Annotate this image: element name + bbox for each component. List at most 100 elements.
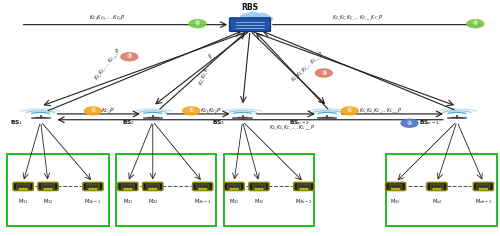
Circle shape [341,107,358,115]
Circle shape [467,20,484,28]
FancyBboxPatch shape [228,184,240,189]
FancyBboxPatch shape [86,184,100,189]
Text: $K_{C_1}K_{C_2}K_{..C_{h-1}}P$: $K_{C_1}K_{C_2}K_{..C_{h-1}}P$ [198,51,218,87]
Bar [386,154,497,226]
Circle shape [261,189,263,190]
FancyBboxPatch shape [294,182,314,190]
FancyBboxPatch shape [13,182,33,190]
Text: RBS: RBS [242,3,258,12]
Circle shape [394,189,396,190]
Circle shape [50,189,52,190]
Circle shape [303,189,305,190]
Circle shape [300,189,302,190]
FancyBboxPatch shape [476,184,490,189]
Circle shape [182,107,200,115]
FancyBboxPatch shape [16,184,30,189]
Circle shape [233,189,235,190]
Text: ①: ① [188,108,194,114]
Text: ③: ③ [321,71,326,76]
Circle shape [47,189,49,190]
Circle shape [130,189,132,190]
FancyBboxPatch shape [230,18,270,31]
FancyBboxPatch shape [121,184,134,189]
Circle shape [482,189,484,190]
Text: BS$_{n-2}$: BS$_{n-2}$ [289,118,310,127]
FancyBboxPatch shape [224,182,244,190]
Circle shape [246,12,260,18]
Bar [116,154,216,226]
Text: $K_{C_2}K_{C_3}...K_{C_n}P$: $K_{C_2}K_{C_3}...K_{C_n}P$ [90,13,126,23]
Circle shape [401,119,418,127]
FancyBboxPatch shape [196,184,209,189]
Circle shape [25,189,27,190]
Text: BS$_3$: BS$_3$ [212,118,225,127]
FancyBboxPatch shape [252,184,266,189]
Circle shape [89,189,91,190]
FancyBboxPatch shape [42,184,54,189]
Circle shape [149,189,151,190]
Text: ②: ② [407,121,412,126]
Text: $K_{C_1}K_{C_2}K_{C_3}..K_{C_{h-2}}P$: $K_{C_1}K_{C_2}K_{C_3}..K_{C_{h-2}}P$ [290,49,327,85]
Circle shape [154,189,156,190]
Circle shape [398,189,400,190]
Circle shape [124,189,126,190]
FancyBboxPatch shape [192,182,212,190]
Circle shape [236,189,238,190]
FancyBboxPatch shape [249,182,269,190]
Text: ④: ④ [195,21,200,26]
Circle shape [262,16,272,21]
Bar [224,154,314,226]
FancyBboxPatch shape [146,184,160,189]
Text: $K_{C_1}K_{C_2}P$: $K_{C_1}K_{C_2}P$ [200,106,222,116]
Text: $K_{C_1}K_{C_2}K_{C_3}..K_{C_{h-2}}P$: $K_{C_1}K_{C_2}K_{C_3}..K_{C_{h-2}}P$ [358,106,403,116]
Text: M$_{3h-1}$: M$_{3h-1}$ [296,197,312,206]
FancyBboxPatch shape [142,182,163,190]
Circle shape [240,14,252,19]
Text: M$_{nh-1}$: M$_{nh-1}$ [475,197,492,206]
Circle shape [230,189,232,190]
Text: M$_{21}$: M$_{21}$ [122,197,133,206]
Circle shape [22,189,24,190]
FancyBboxPatch shape [389,184,402,189]
FancyBboxPatch shape [474,182,494,190]
Text: M$_{11}$: M$_{11}$ [18,197,28,206]
FancyBboxPatch shape [83,182,103,190]
Text: BS$_{n-1}$: BS$_{n-1}$ [419,118,440,127]
Text: M$_{2h-1}$: M$_{2h-1}$ [194,197,211,206]
Text: $K_{C_1}K_{C_2}...K_{C_{h-1}}P$: $K_{C_1}K_{C_2}...K_{C_{h-1}}P$ [92,46,124,83]
Text: $K_{C_1}P$: $K_{C_1}P$ [102,106,116,116]
Circle shape [152,189,154,190]
Text: M$_{n2}$: M$_{n2}$ [432,197,442,206]
Circle shape [19,189,21,190]
FancyBboxPatch shape [430,184,444,189]
FancyBboxPatch shape [38,182,58,190]
Text: M$_{31}$: M$_{31}$ [229,197,239,206]
FancyBboxPatch shape [386,182,406,190]
Circle shape [189,20,206,28]
Circle shape [204,189,206,190]
Text: ①: ① [90,108,96,114]
Circle shape [439,189,441,190]
FancyBboxPatch shape [427,182,447,190]
Circle shape [202,189,203,190]
Text: BS$_2$: BS$_2$ [122,118,136,127]
Text: M$_{1h-1}$: M$_{1h-1}$ [84,197,102,206]
Text: $K_{C_1}K_{C_2}K_{C_3}...K_{C_{h-1}}P$: $K_{C_1}K_{C_2}K_{C_3}...K_{C_{h-1}}P$ [269,123,316,133]
Bar [6,154,110,226]
FancyBboxPatch shape [118,182,138,190]
Text: ①: ① [347,108,352,114]
Text: BS$_1$: BS$_1$ [10,118,23,127]
Circle shape [127,189,129,190]
Circle shape [95,189,97,190]
Circle shape [121,53,138,61]
Circle shape [253,13,269,21]
Circle shape [433,189,435,190]
FancyBboxPatch shape [297,184,310,189]
Text: M$_{32}$: M$_{32}$ [254,197,264,206]
Circle shape [392,189,394,190]
Text: M$_{31}$: M$_{31}$ [390,197,401,206]
Circle shape [92,189,94,190]
Circle shape [258,189,260,190]
Circle shape [255,189,257,190]
Circle shape [316,69,332,77]
